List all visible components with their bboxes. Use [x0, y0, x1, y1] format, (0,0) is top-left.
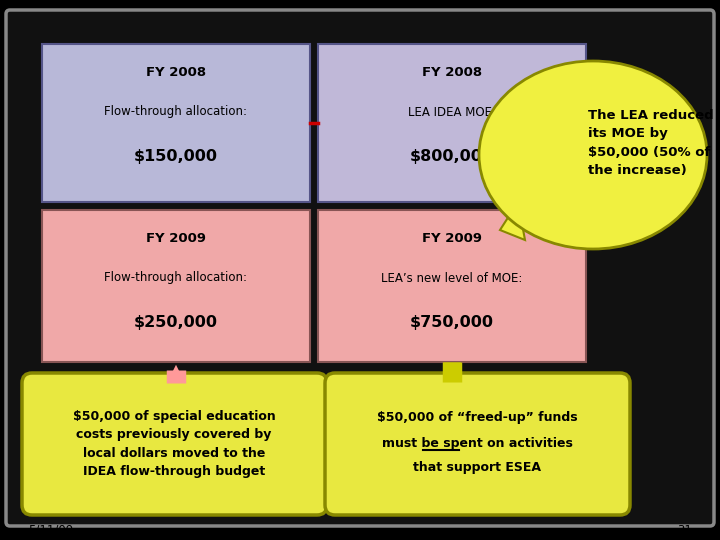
Text: LEA IDEA MOE:: LEA IDEA MOE: — [408, 105, 496, 118]
Text: $150,000: $150,000 — [134, 148, 218, 164]
Text: $800,000: $800,000 — [410, 148, 494, 164]
FancyBboxPatch shape — [318, 44, 586, 202]
Text: $50,000 of “freed-up” funds: $50,000 of “freed-up” funds — [377, 411, 577, 424]
Text: FY 2008: FY 2008 — [422, 65, 482, 78]
FancyBboxPatch shape — [42, 210, 310, 362]
Polygon shape — [500, 202, 525, 240]
Text: FY 2009: FY 2009 — [422, 232, 482, 245]
Ellipse shape — [479, 61, 707, 249]
Text: $750,000: $750,000 — [410, 314, 494, 329]
FancyBboxPatch shape — [6, 10, 714, 526]
Text: Flow-through allocation:: Flow-through allocation: — [104, 272, 248, 285]
Text: that support ESEA: that support ESEA — [413, 462, 541, 475]
FancyBboxPatch shape — [22, 373, 327, 515]
Text: LEA’s new level of MOE:: LEA’s new level of MOE: — [382, 272, 523, 285]
Text: $50,000 of special education
costs previously covered by
local dollars moved to : $50,000 of special education costs previ… — [73, 410, 275, 478]
Text: Flow-through allocation:: Flow-through allocation: — [104, 105, 248, 118]
Text: must be spent on activities: must be spent on activities — [382, 436, 572, 449]
FancyBboxPatch shape — [318, 210, 586, 362]
Text: 5/11/09: 5/11/09 — [28, 523, 73, 537]
FancyBboxPatch shape — [325, 373, 630, 515]
Text: The LEA reduced
its MOE by
$50,000 (50% of
the increase): The LEA reduced its MOE by $50,000 (50% … — [588, 109, 714, 177]
Text: $250,000: $250,000 — [134, 314, 218, 329]
FancyBboxPatch shape — [42, 44, 310, 202]
Text: FY 2008: FY 2008 — [146, 65, 206, 78]
Text: 31: 31 — [677, 523, 692, 537]
Text: FY 2009: FY 2009 — [146, 232, 206, 245]
